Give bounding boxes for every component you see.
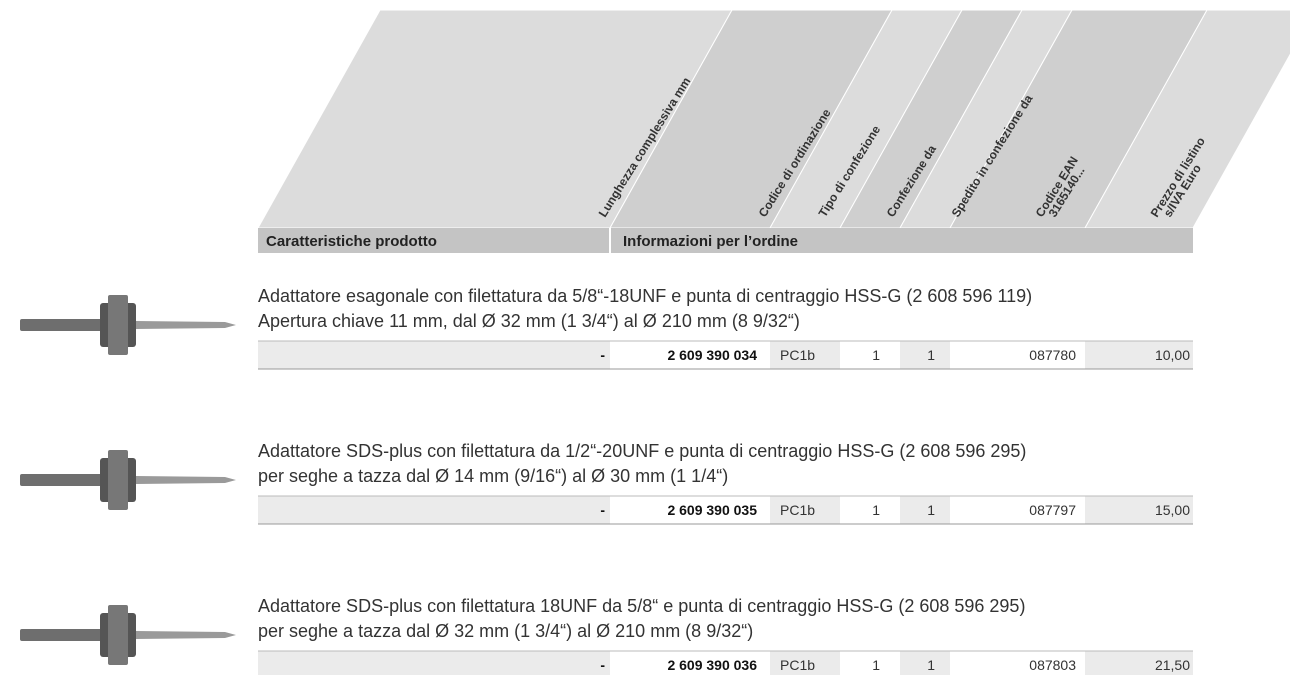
row-cell — [610, 651, 770, 675]
row-cell — [258, 651, 610, 675]
row-cell — [900, 651, 950, 675]
row-cell — [950, 496, 1085, 524]
row-value: 1 — [927, 502, 935, 518]
section-label: Caratteristiche prodotto — [266, 233, 437, 250]
tool-nut — [108, 450, 128, 510]
row-value: 087803 — [1029, 657, 1076, 673]
row-cell — [1085, 651, 1193, 675]
row-cell — [610, 341, 770, 369]
row-cell — [950, 651, 1085, 675]
row-cell — [900, 496, 950, 524]
product-description: Adattatore esagonale con filettatura da … — [258, 286, 1032, 306]
product-description: Apertura chiave 11 mm, dal Ø 32 mm (1 3/… — [258, 311, 800, 331]
tool-drill — [136, 476, 236, 484]
row-value: 2 609 390 036 — [667, 657, 757, 673]
row-value: PC1b — [780, 502, 815, 518]
product-description: Adattatore SDS-plus con filettatura 18UN… — [258, 596, 1025, 616]
tool-shank — [20, 474, 110, 486]
product-image — [20, 605, 236, 665]
row-value: - — [600, 347, 605, 363]
row-value: - — [600, 657, 605, 673]
row-value: 1 — [872, 657, 880, 673]
tool-shank — [20, 629, 110, 641]
row-cell — [900, 341, 950, 369]
product-description: per seghe a tazza dal Ø 14 mm (9/16“) al… — [258, 466, 728, 486]
row-value: 2 609 390 035 — [667, 502, 757, 518]
tool-nut — [108, 605, 128, 665]
product-image — [20, 450, 236, 510]
row-value: PC1b — [780, 657, 815, 673]
tool-nut — [108, 295, 128, 355]
row-cell — [610, 496, 770, 524]
product-description: Adattatore SDS-plus con filettatura da 1… — [258, 441, 1026, 461]
product-description: per seghe a tazza dal Ø 32 mm (1 3/4“) a… — [258, 621, 753, 641]
row-cell — [770, 496, 840, 524]
row-value: 1 — [872, 502, 880, 518]
row-value: 1 — [872, 347, 880, 363]
row-cell — [950, 341, 1085, 369]
row-cell — [258, 341, 610, 369]
row-cell — [258, 496, 610, 524]
row-value: - — [600, 502, 605, 518]
section-label: Informazioni per l’ordine — [623, 233, 798, 250]
tool-drill — [136, 321, 236, 329]
tool-drill — [136, 631, 236, 639]
tool-shank — [20, 319, 110, 331]
row-value: 15,00 — [1155, 502, 1190, 518]
row-value: 2 609 390 034 — [667, 347, 757, 363]
row-value: 1 — [927, 657, 935, 673]
row-cell — [770, 651, 840, 675]
row-cell — [840, 651, 900, 675]
product-image — [20, 295, 236, 355]
row-cell — [770, 341, 840, 369]
row-value: PC1b — [780, 347, 815, 363]
row-value: 1 — [927, 347, 935, 363]
row-value: 087797 — [1029, 502, 1076, 518]
row-value: 21,50 — [1155, 657, 1190, 673]
row-cell — [1085, 496, 1193, 524]
row-cell — [1085, 341, 1193, 369]
row-cell — [840, 496, 900, 524]
row-value: 10,00 — [1155, 347, 1190, 363]
section-band — [258, 228, 1193, 253]
row-cell — [840, 341, 900, 369]
row-value: 087780 — [1029, 347, 1076, 363]
